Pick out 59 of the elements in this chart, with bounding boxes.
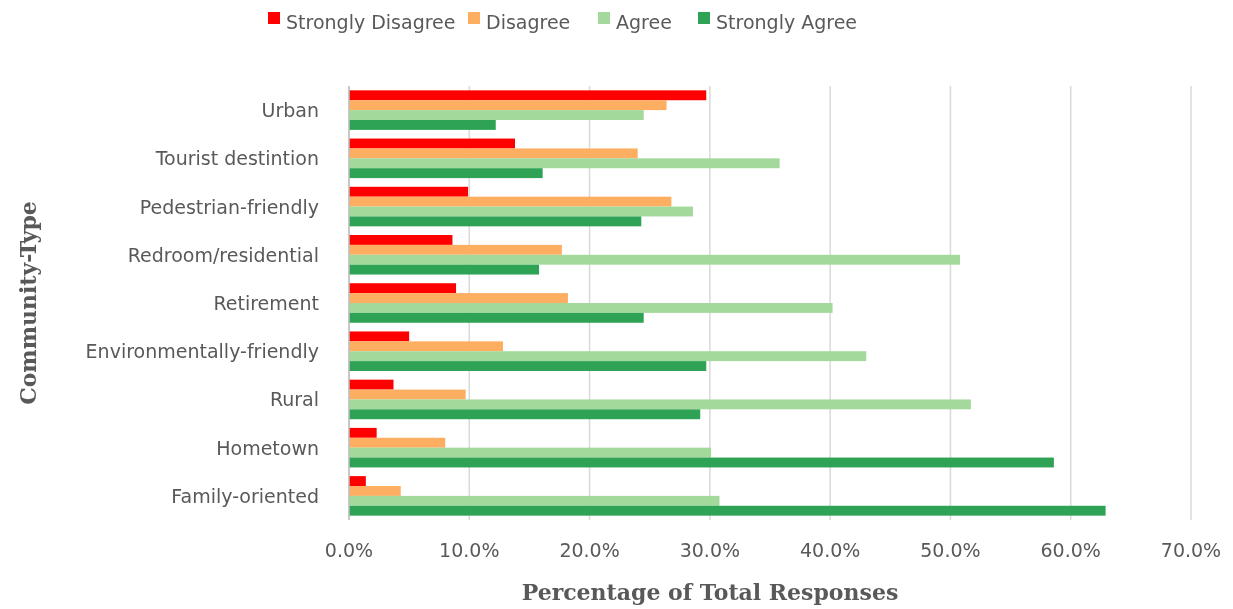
- x-tick-label: 30.0%: [679, 539, 741, 561]
- legend-label: Strongly Disagree: [286, 11, 456, 33]
- bar: [349, 505, 1106, 516]
- y-tick-label: Tourist destintion: [154, 147, 319, 170]
- bar: [349, 168, 543, 179]
- bar: [349, 216, 642, 227]
- y-tick-label: Hometown: [216, 436, 319, 459]
- x-tick-label: 10.0%: [439, 539, 500, 561]
- x-tick-label: 20.0%: [559, 539, 620, 561]
- y-tick-label: Urban: [261, 99, 319, 122]
- bar: [349, 244, 562, 255]
- y-tick-label: Rural: [269, 388, 319, 411]
- bar: [349, 186, 469, 197]
- bar: [349, 361, 707, 371]
- bar: [349, 303, 833, 313]
- bar: [349, 457, 1054, 468]
- bar: [349, 427, 377, 438]
- x-tick-label: 70.0%: [1160, 539, 1222, 561]
- bar: [349, 148, 638, 159]
- bar: [349, 312, 644, 323]
- x-axis-title: Percentage of Total Responses: [521, 579, 899, 605]
- bar: [349, 351, 867, 362]
- bar: [349, 264, 540, 275]
- x-tick-label: 60.0%: [1040, 539, 1101, 561]
- legend-label: Strongly Agree: [716, 11, 858, 33]
- legend-label: Disagree: [486, 11, 571, 33]
- bar: [349, 206, 694, 217]
- bar: [349, 341, 503, 352]
- y-tick-label: Environmentally-friendly: [85, 340, 319, 363]
- bar: [349, 409, 701, 420]
- bar: [349, 283, 457, 294]
- y-tick-label: Retirement: [213, 292, 319, 314]
- y-axis-title: Community-Type: [15, 201, 41, 405]
- y-tick-label: Pedestrian-friendly: [139, 195, 319, 218]
- legend-label: Agree: [616, 11, 672, 33]
- bar: [349, 138, 515, 149]
- x-tick-label: 40.0%: [799, 539, 861, 561]
- bar: [349, 495, 720, 506]
- y-tick-label: Family-oriented: [171, 484, 319, 507]
- y-tick-label: Redroom/residential: [127, 243, 319, 266]
- bar: [349, 399, 971, 410]
- bar: [349, 293, 568, 303]
- x-tick-label: 50.0%: [920, 539, 981, 561]
- bar: [349, 389, 466, 400]
- bar: [349, 254, 961, 265]
- bar: [349, 476, 366, 486]
- bar: [349, 235, 453, 245]
- bar: [349, 447, 712, 458]
- bar: [349, 331, 410, 342]
- x-tick-label: 0.0%: [324, 539, 374, 561]
- bar: [349, 120, 496, 130]
- bar: [349, 110, 644, 120]
- bar: [349, 486, 401, 496]
- bar: [349, 437, 446, 448]
- bar: [349, 100, 667, 111]
- bar: [349, 379, 394, 390]
- bar: [349, 158, 780, 169]
- bar: [349, 196, 672, 207]
- bar: [349, 90, 707, 101]
